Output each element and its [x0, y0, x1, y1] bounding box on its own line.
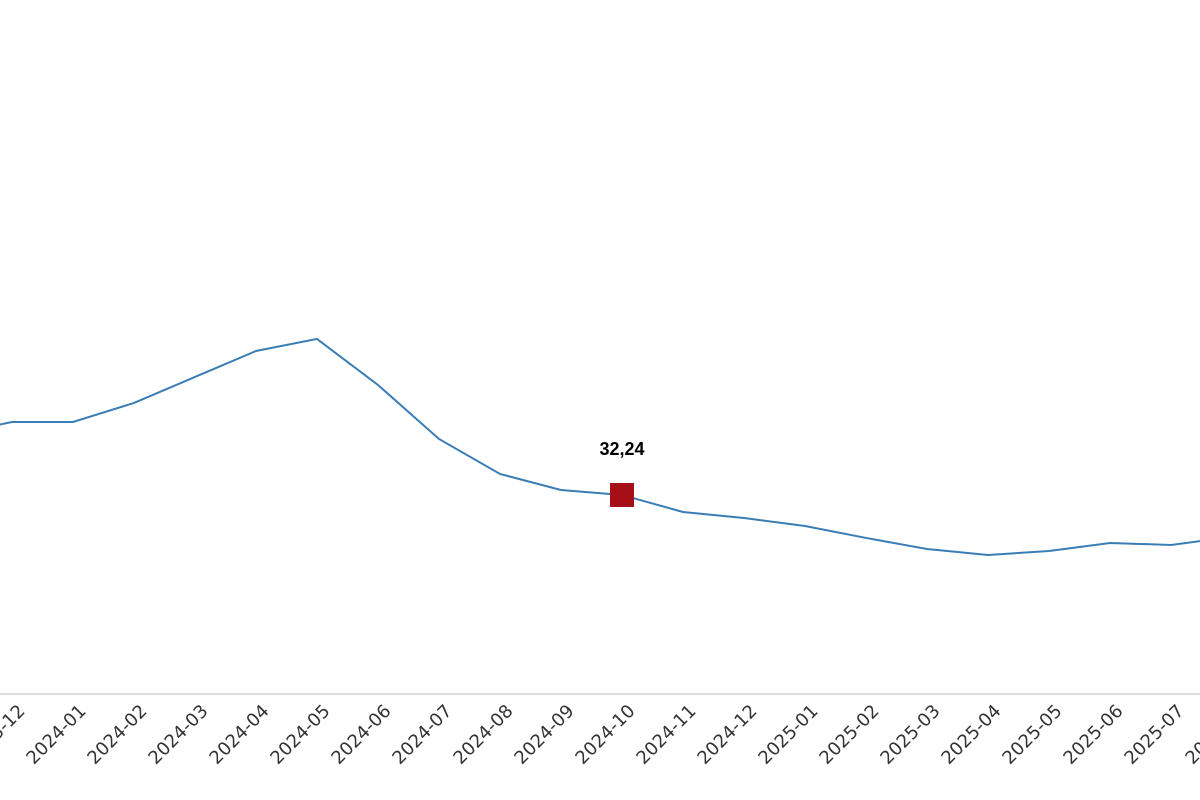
x-tick-label: 2025-04 — [937, 701, 1005, 769]
x-tick-label: 2025-07 — [1120, 701, 1188, 769]
x-tick-label: 2024-06 — [327, 701, 395, 769]
x-tick-label: 2024-04 — [205, 701, 273, 769]
highlight-marker — [610, 482, 634, 507]
x-tick-label: 2025-03 — [876, 701, 944, 769]
x-tick-label: 2025-02 — [815, 701, 883, 769]
line-series — [0, 337, 1200, 556]
x-tick-label: 2024-12 — [693, 701, 761, 769]
x-tick-label: 2024-07 — [388, 701, 456, 769]
x-tick-label: 2024-03 — [144, 701, 212, 769]
x-tick-label: 2025-08 — [1181, 701, 1200, 769]
x-tick-label: 2025-01 — [754, 701, 822, 769]
x-tick-label: 2023-12 — [0, 701, 30, 769]
x-tick-label: 2024-09 — [510, 701, 578, 769]
x-tick-label: 2025-05 — [998, 701, 1066, 769]
x-tick-label: 2024-01 — [22, 701, 90, 769]
value-label: 32,24 — [599, 439, 644, 459]
x-tick-label: 2025-06 — [1059, 701, 1127, 769]
x-tick-label: 2024-11 — [632, 701, 700, 769]
x-tick-label: 2024-05 — [266, 701, 334, 769]
x-tick-label: 2024-02 — [83, 701, 151, 769]
x-tick-label: 2024-10 — [571, 701, 639, 769]
x-tick-label: 2024-08 — [449, 701, 517, 769]
